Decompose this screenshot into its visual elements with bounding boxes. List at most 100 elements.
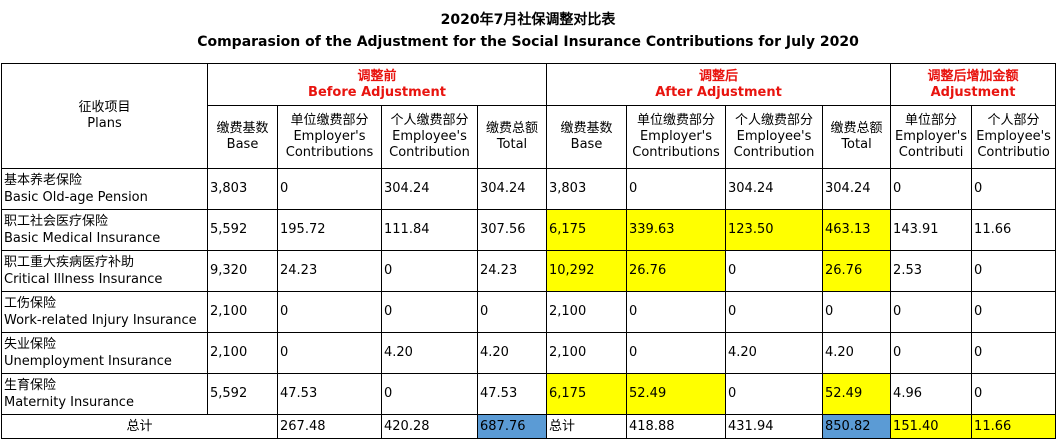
plan-name: 生育保险 Maternity Insurance (1, 373, 208, 415)
table-row: 职工社会医疗保险 Basic Medical Insurance 5,592 19… (1, 209, 1056, 251)
table-cell: 4.20 (477, 332, 547, 374)
header-employee: 个人缴费部分 Employee's Contribution (725, 105, 823, 169)
total-cell: 267.48 (277, 414, 382, 439)
total-cell-highlighted: 687.76 (477, 414, 547, 439)
table-cell: 195.72 (277, 209, 382, 251)
table-cell: 4.96 (890, 373, 973, 415)
total-cell-highlighted: 11.66 (971, 414, 1056, 439)
table-cell: 2,100 (207, 291, 278, 333)
table-cell: 0 (626, 332, 726, 374)
table-cell: 304.24 (477, 168, 547, 210)
table-cell: 0 (971, 168, 1056, 210)
table-cell: 0 (477, 291, 547, 333)
adjustment-header: 调整后增加金额 Adjustment (890, 63, 1056, 106)
table-cell: 0 (971, 373, 1056, 415)
table-cell: 2,100 (207, 332, 278, 374)
table-cell: 5,592 (207, 209, 278, 251)
table-cell: 143.91 (890, 209, 973, 251)
header-base: 缴费基数 Base (207, 105, 278, 169)
table-cell: 4.20 (725, 332, 823, 374)
table-cell-highlighted: 463.13 (821, 209, 892, 251)
table-cell-highlighted: 6,175 (546, 209, 627, 251)
header-employee: 个人缴费部分 Employee's Contribution (381, 105, 478, 169)
table-cell: 0 (626, 168, 726, 210)
plan-name: 失业保险 Unemployment Insurance (1, 332, 208, 374)
after-adjustment-header: 调整后 After Adjustment (545, 63, 892, 106)
table-row: 工伤保险 Work-related Injury Insurance 2,100 … (1, 291, 1056, 333)
table-cell: 0 (890, 168, 973, 210)
table-cell: 0 (971, 332, 1056, 374)
table-cell-highlighted: 10,292 (546, 250, 627, 292)
table-cell: 4.20 (381, 332, 478, 374)
before-adjustment-header: 调整前 Before Adjustment (207, 63, 547, 106)
header-adj-employee: 个人部分 Employee's Contributio (971, 105, 1056, 169)
table-cell: 304.24 (381, 168, 478, 210)
table-cell: 0 (381, 373, 478, 415)
total-row: 总计 267.48 420.28 687.76 总计 418.88 431.94… (1, 414, 1056, 439)
table-row: 基本养老保险 Basic Old-age Pension 3,803 0 304.… (1, 168, 1056, 210)
table-cell: 0 (890, 332, 973, 374)
table-cell: 0 (277, 168, 382, 210)
plan-name: 工伤保险 Work-related Injury Insurance (1, 291, 208, 333)
total-cell-highlighted: 850.82 (821, 414, 892, 439)
table-cell: 0 (381, 291, 478, 333)
table-cell: 0 (725, 250, 823, 292)
total-label-after: 总计 (546, 414, 627, 439)
table-cell: 111.84 (381, 209, 478, 251)
plan-name: 职工社会医疗保险 Basic Medical Insurance (1, 209, 208, 251)
header-total: 缴费总额 Total (821, 105, 892, 169)
table-row: 生育保险 Maternity Insurance 5,592 47.53 0 47… (1, 373, 1056, 415)
table-title-cn: 2020年7月社保调整对比表 (440, 12, 616, 28)
total-cell-highlighted: 151.40 (890, 414, 973, 439)
table-cell: 0 (725, 373, 823, 415)
table-cell: 2,100 (546, 291, 627, 333)
table-cell-highlighted: 52.49 (626, 373, 726, 415)
table-cell: 0 (971, 250, 1056, 292)
plans-header: 征收项目 Plans (1, 63, 208, 169)
table-cell: 0 (890, 291, 973, 333)
header-employer: 单位缴费部分 Employer's Contributions (626, 105, 726, 169)
table-cell: 11.66 (971, 209, 1056, 251)
table-cell: 9,320 (207, 250, 278, 292)
table-cell: 0 (971, 291, 1056, 333)
header-employer: 单位缴费部分 Employer's Contributions (277, 105, 382, 169)
table-cell-highlighted: 26.76 (626, 250, 726, 292)
table-cell: 24.23 (277, 250, 382, 292)
table-cell: 0 (277, 332, 382, 374)
header-base: 缴费基数 Base (546, 105, 627, 169)
table-cell: 304.24 (725, 168, 823, 210)
table-cell: 2.53 (890, 250, 973, 292)
table-cell: 0 (821, 291, 892, 333)
comparison-table: 征收项目 Plans 调整前 Before Adjustment 调整后 After … (1, 63, 1056, 439)
total-cell: 431.94 (725, 414, 823, 439)
total-cell: 420.28 (381, 414, 478, 439)
plan-name: 基本养老保险 Basic Old-age Pension (1, 168, 208, 210)
table-cell: 4.20 (821, 332, 892, 374)
plan-name: 职工重大疾病医疗补助 Critical Illness Insurance (1, 250, 208, 292)
table-cell-highlighted: 339.63 (626, 209, 726, 251)
table-cell: 307.56 (477, 209, 547, 251)
total-label: 总计 (1, 414, 278, 439)
table-cell: 5,592 (207, 373, 278, 415)
total-cell: 418.88 (626, 414, 726, 439)
table-cell: 0 (626, 291, 726, 333)
table-cell: 24.23 (477, 250, 547, 292)
table-cell: 0 (725, 291, 823, 333)
header-total: 缴费总额 Total (477, 105, 547, 169)
table-cell-highlighted: 26.76 (821, 250, 892, 292)
table-cell: 47.53 (277, 373, 382, 415)
table-cell: 304.24 (821, 168, 892, 210)
table-row: 职工重大疾病医疗补助 Critical Illness Insurance 9,3… (1, 250, 1056, 292)
table-cell: 47.53 (477, 373, 547, 415)
table-cell-highlighted: 52.49 (821, 373, 892, 415)
table-cell: 3,803 (207, 168, 278, 210)
table-title-en: Comparasion of the Adjustment for the So… (197, 34, 859, 50)
table-cell: 3,803 (546, 168, 627, 210)
table-row: 失业保险 Unemployment Insurance 2,100 0 4.20 … (1, 332, 1056, 374)
header-adj-employer: 单位部分 Employer's Contributi (890, 105, 973, 169)
table-cell: 0 (277, 291, 382, 333)
table-cell-highlighted: 6,175 (546, 373, 627, 415)
table-cell: 2,100 (546, 332, 627, 374)
table-cell-highlighted: 123.50 (725, 209, 823, 251)
table-cell: 0 (381, 250, 478, 292)
